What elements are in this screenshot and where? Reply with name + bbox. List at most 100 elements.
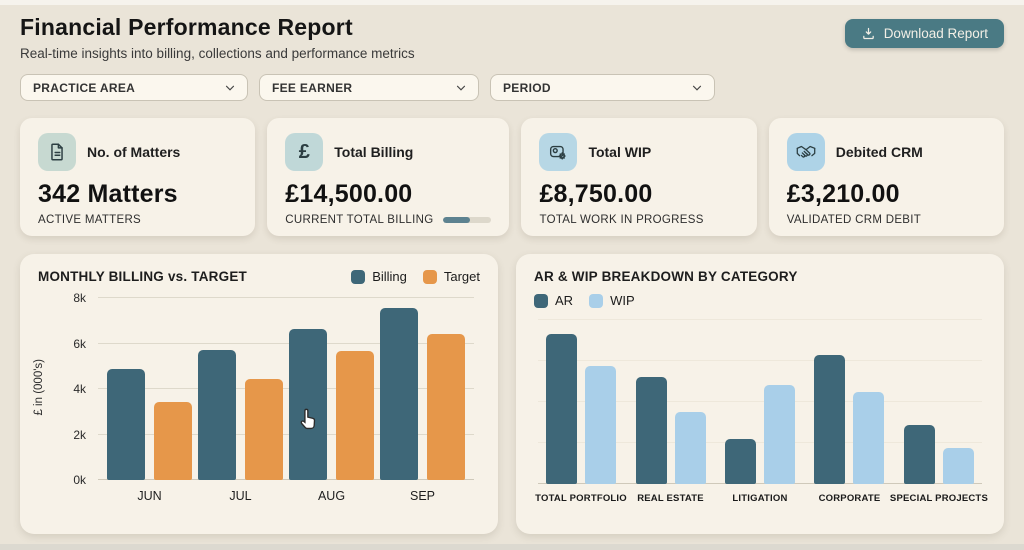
gridline [538, 442, 982, 443]
legend-item-wip: WIP [589, 293, 635, 308]
bar-target-aug[interactable] [336, 351, 374, 480]
bar-ar-litigation[interactable] [724, 438, 756, 484]
plot-area: 0k 2k 4k 6k 8k JUN JUL AUG SEP [73, 291, 475, 503]
monthly-billing-chart: MONTHLY BILLING vs. TARGET Billing Target… [20, 254, 499, 534]
bar-ar-special-projects[interactable] [903, 424, 935, 484]
document-icon [38, 133, 76, 171]
billing-progress-fill [443, 217, 470, 223]
bar-group-real-estate: REAL ESTATE [635, 320, 706, 504]
bar-groups: TOTAL PORTFOLIO REAL ESTATE LITIGATION CORP… [535, 320, 988, 504]
bar-group-jul: JUL [198, 298, 283, 503]
legend-item-target: Target [422, 269, 480, 284]
gridline [98, 479, 475, 480]
header: Financial Performance Report Real-time i… [20, 14, 1004, 61]
fee-earner-dropdown[interactable]: FEE EARNER [259, 74, 479, 101]
bar-wip-special-projects[interactable] [942, 448, 974, 484]
bar-groups: JUN JUL AUG SEP [98, 298, 474, 503]
bar-target-sep[interactable] [427, 334, 465, 480]
legend-swatch [351, 269, 366, 284]
bar-billing-aug[interactable] [289, 328, 327, 480]
bar-wip-corporate[interactable] [853, 391, 885, 484]
bar-group-sep: SEP [380, 298, 465, 503]
x-axis-label: JUN [137, 489, 162, 503]
y-tick-label: 4k [73, 382, 86, 396]
y-axis-label: £ in (000's) [33, 359, 45, 416]
bar-target-jul[interactable] [245, 378, 283, 480]
page-title: Financial Performance Report [20, 14, 353, 40]
x-axis-label: SEP [409, 489, 436, 503]
mouse-cursor-icon [300, 408, 316, 430]
page-subtitle: Real-time insights into billing, collect… [20, 46, 415, 61]
bar-group-litigation: LITIGATION [724, 320, 795, 504]
chevron-down-icon [456, 85, 466, 91]
kpi-card-debited-crm: Debited CRM £3,210.00 VALIDATED CRM DEBI… [768, 118, 1005, 236]
kpi-value: £3,210.00 [786, 180, 900, 208]
x-axis-label: CORPORATE [818, 493, 881, 504]
y-tick-label: 0k [73, 473, 86, 487]
plot-area: TOTAL PORTFOLIO REAL ESTATE LITIGATION CORP… [535, 319, 988, 504]
legend-swatch [534, 293, 549, 308]
bar-group-total-portfolio: TOTAL PORTFOLIO [535, 320, 627, 504]
legend-label: WIP [610, 293, 635, 308]
header-text: Financial Performance Report Real-time i… [20, 14, 415, 61]
kpi-sublabel: ACTIVE MATTERS [38, 214, 142, 226]
chart-title: AR & WIP BREAKDOWN BY CATEGORY [534, 269, 798, 284]
chart-legend: AR WIP [534, 293, 986, 308]
bar-billing-jul[interactable] [198, 350, 236, 480]
period-dropdown[interactable]: PERIOD [490, 74, 715, 101]
billing-progress-bar [443, 217, 492, 223]
pound-icon: £ [285, 133, 324, 171]
ar-wip-chart: AR & WIP BREAKDOWN BY CATEGORY AR WIP TOT… [516, 254, 1004, 534]
download-report-button[interactable]: Download Report [844, 19, 1004, 48]
bar-billing-jun[interactable] [107, 368, 145, 480]
kpi-value: £8,750.00 [539, 180, 653, 208]
x-axis-label: SPECIAL PROJECTS [889, 493, 988, 504]
x-axis-label: JUL [229, 489, 252, 503]
chart-legend: Billing Target [351, 269, 480, 284]
kpi-card-total-wip: Total WIP £8,750.00 TOTAL WORK IN PROGRE… [521, 118, 757, 236]
kpi-label: Debited CRM [835, 144, 923, 160]
bar-ar-total-portfolio[interactable] [546, 334, 578, 484]
bar-group-corporate: CORPORATE [814, 320, 885, 504]
legend-item-billing: Billing [351, 269, 407, 284]
bar-wip-real-estate[interactable] [674, 412, 706, 484]
kpi-value: 342 Matters [38, 180, 178, 208]
kpi-card-total-billing: £ Total Billing £14,500.00 CURRENT TOTAL… [267, 118, 510, 236]
gridline [538, 319, 982, 320]
practice-area-dropdown[interactable]: PRACTICE AREA [20, 74, 248, 101]
kpi-label: Total WIP [588, 144, 652, 160]
legend-swatch [589, 293, 604, 308]
y-tick-label: 2k [73, 427, 86, 442]
practice-area-label: PRACTICE AREA [33, 80, 136, 95]
wip-gear-icon [539, 133, 578, 171]
legend-label: Billing [372, 269, 407, 284]
kpi-sublabel: TOTAL WORK IN PROGRESS [539, 214, 704, 226]
gridline [98, 433, 475, 435]
bar-ar-real-estate[interactable] [635, 377, 667, 484]
kpi-row: No. of Matters 342 Matters ACTIVE MATTER… [20, 118, 1005, 236]
bar-group-special-projects: SPECIAL PROJECTS [890, 320, 988, 504]
bar-target-jun[interactable] [154, 401, 192, 480]
bar-group-jun: JUN [107, 298, 192, 503]
chevron-down-icon [692, 85, 702, 91]
gridline [538, 401, 982, 402]
y-tick-label: 6k [73, 336, 86, 351]
kpi-sublabel: VALIDATED CRM DEBIT [786, 214, 922, 226]
charts-row: MONTHLY BILLING vs. TARGET Billing Target… [20, 254, 1004, 534]
kpi-card-matters: No. of Matters 342 Matters ACTIVE MATTER… [20, 118, 256, 236]
x-axis-label: REAL ESTATE [637, 493, 704, 504]
bar-ar-corporate[interactable] [814, 354, 846, 484]
kpi-label: No. of Matters [87, 144, 181, 160]
bar-wip-total-portfolio[interactable] [585, 366, 617, 484]
legend-label: AR [555, 293, 574, 308]
gridline [98, 297, 475, 298]
legend-swatch [422, 269, 437, 284]
chevron-down-icon [225, 85, 235, 91]
bar-wip-litigation[interactable] [763, 384, 795, 484]
fee-earner-label: FEE EARNER [272, 80, 353, 95]
x-axis-label: AUG [317, 489, 346, 503]
kpi-value: £14,500.00 [285, 180, 413, 208]
x-axis-label: LITIGATION [732, 493, 788, 504]
download-report-label: Download Report [883, 26, 988, 41]
bar-billing-sep[interactable] [380, 308, 418, 480]
